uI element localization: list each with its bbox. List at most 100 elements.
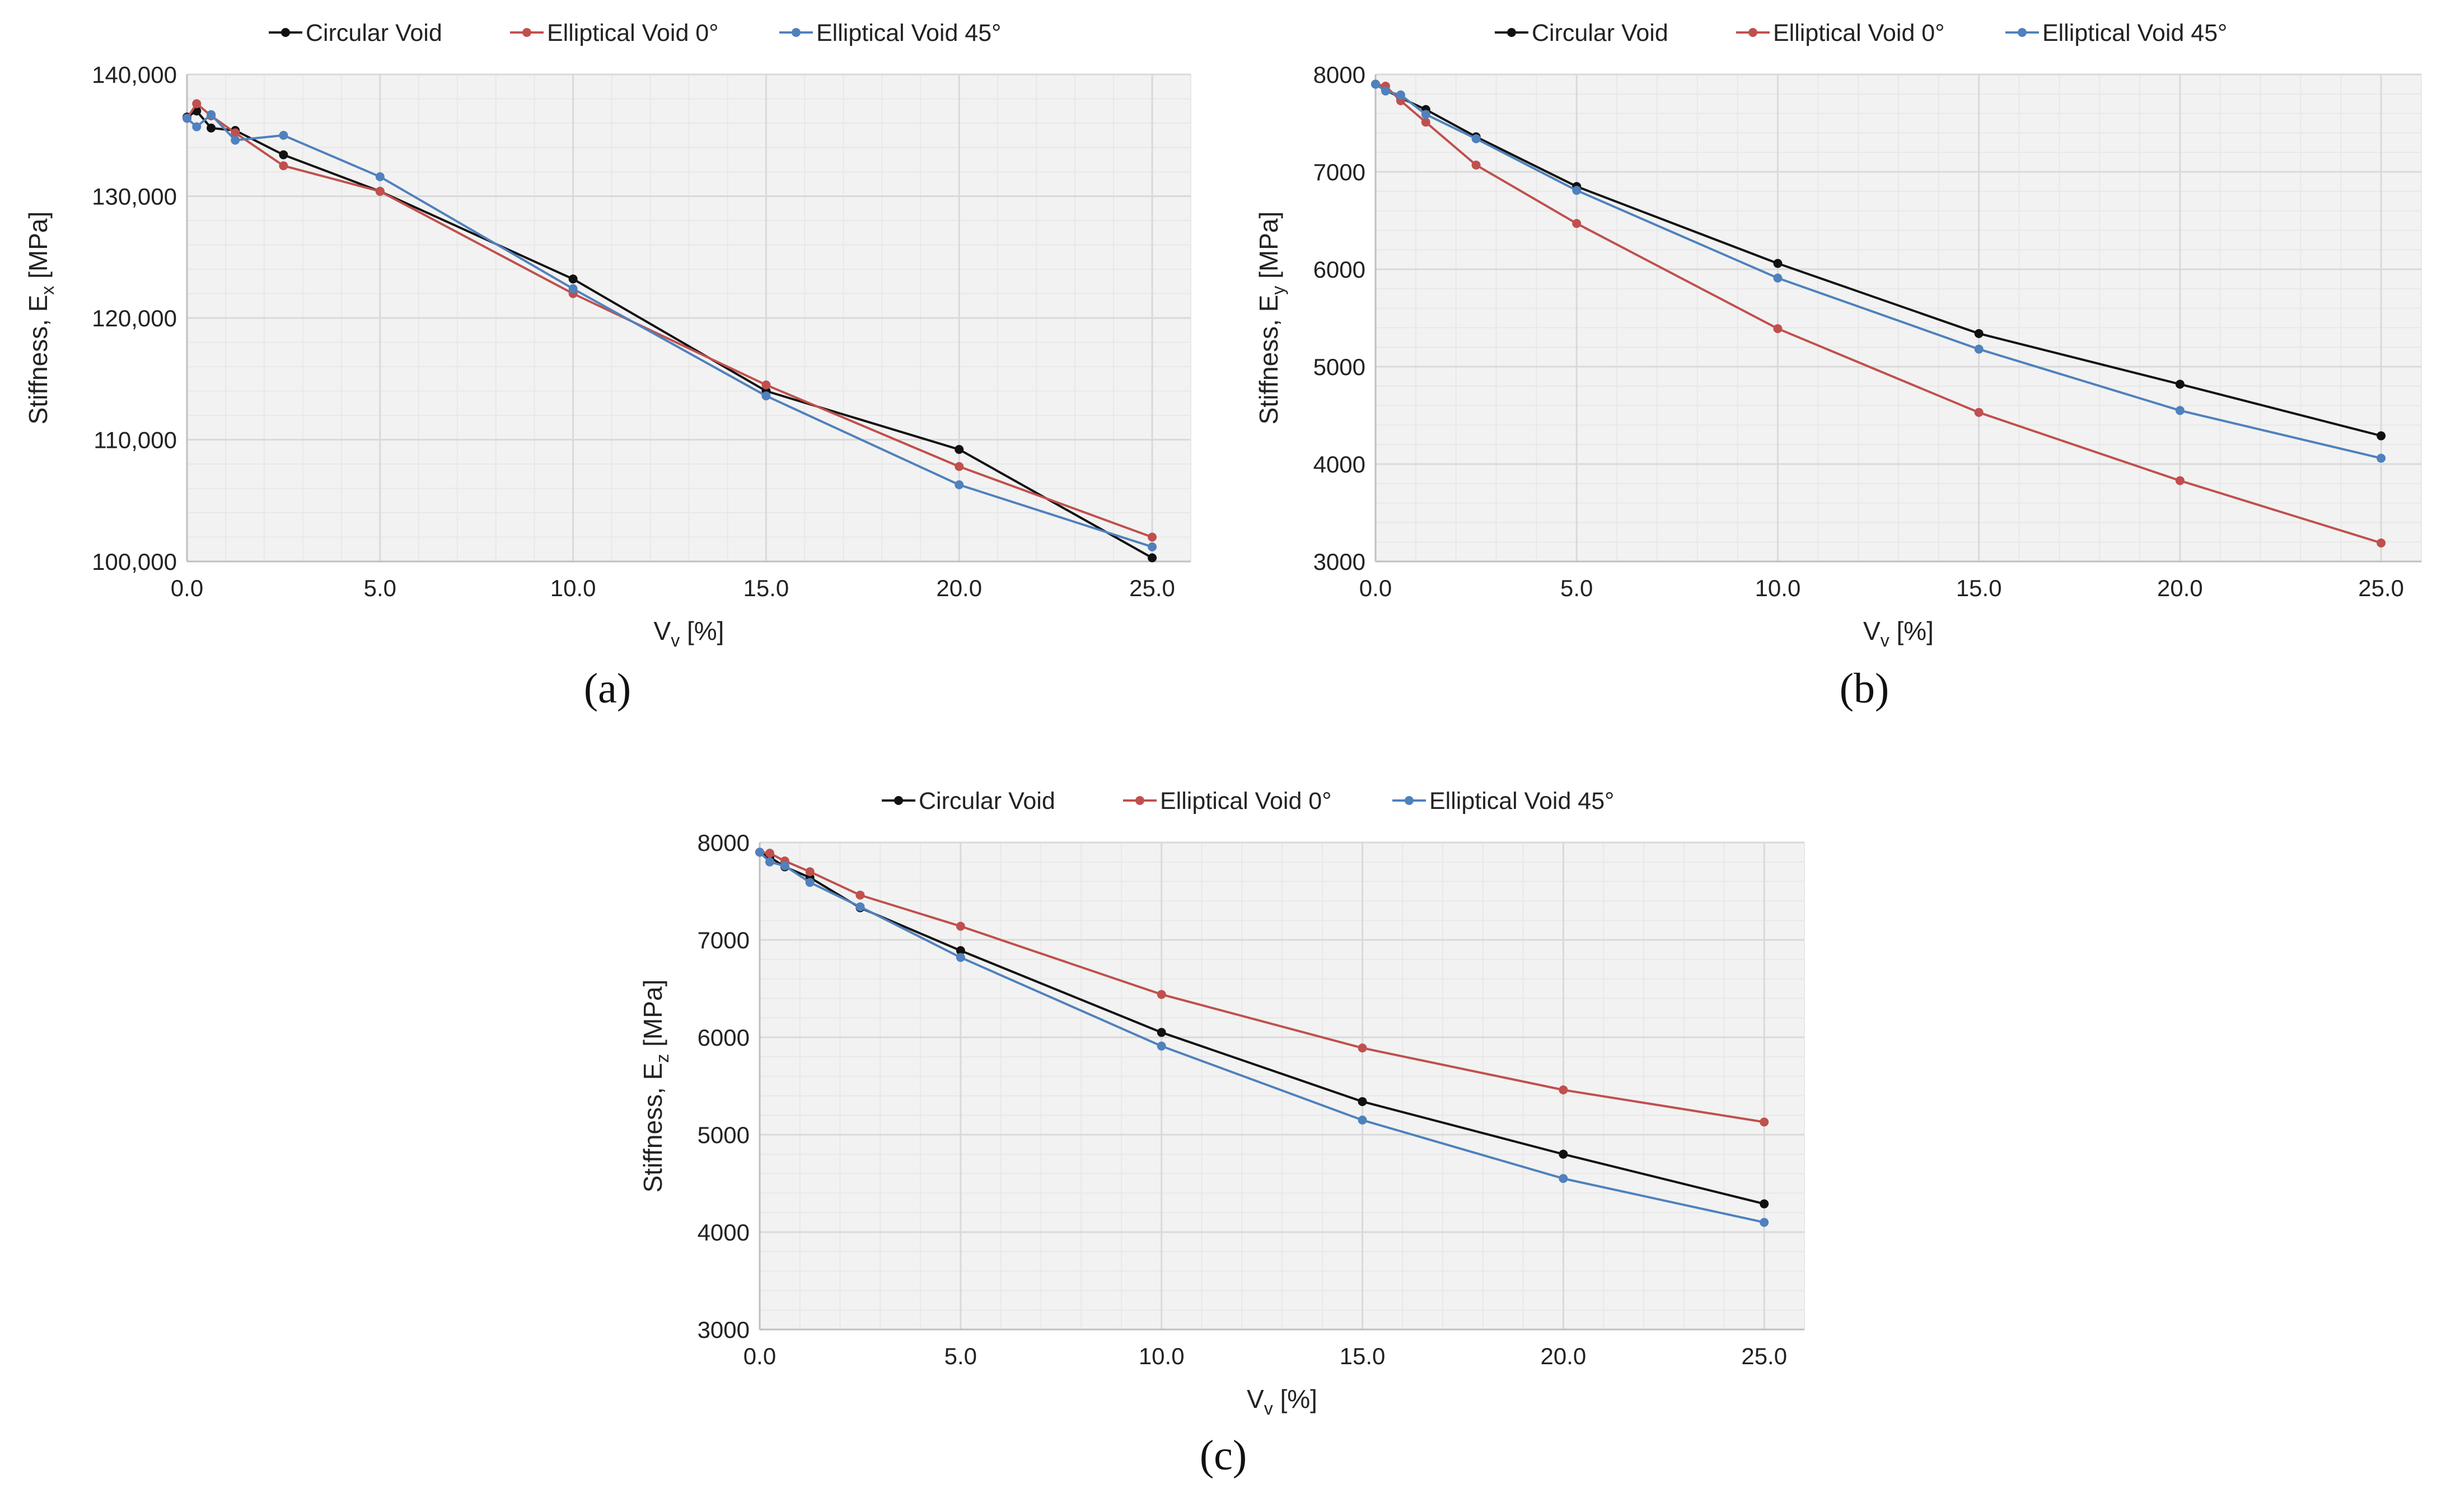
data-point-elliptical-45 [805,878,815,887]
legend-label: Elliptical Void 0° [1160,788,1331,814]
data-point-elliptical-45 [1572,186,1582,195]
x-tick-label: 5.0 [944,1343,977,1369]
y-tick-label: 100,000 [92,549,177,575]
x-tick-label: 15.0 [1340,1343,1386,1369]
data-point-circular [279,150,288,160]
y-tick-label: 8000 [698,830,750,856]
legend-label: Elliptical Void 0° [1773,20,1944,46]
x-axis-title-main: V [1247,1384,1264,1413]
legend-label: Elliptical Void 45° [1429,788,1614,814]
data-point-elliptical-45 [1471,134,1481,143]
legend-marker [792,28,801,37]
y-axis-title-sub: y [1268,286,1288,295]
data-point-elliptical-45 [1148,542,1157,551]
y-tick-label: 120,000 [92,305,177,331]
legend-item: Elliptical Void 0° [1123,788,1331,814]
data-point-elliptical-45 [1371,79,1380,89]
legend-marker [281,28,290,37]
data-point-elliptical-0 [231,128,240,138]
x-axis-title-sub: v [1881,630,1889,650]
data-point-elliptical-0 [1760,1117,1769,1127]
legend-label: Elliptical Void 45° [816,20,1001,46]
x-axis-title-unit: [%] [1273,1384,1317,1413]
data-point-elliptical-0 [765,849,774,858]
chart-a: 0.0 5.0 10.0 15.0 20.0 25.0 100,000 110,000 120,… [24,20,1191,712]
legend-label: Circular Void [919,788,1055,814]
legend-marker [1507,28,1516,37]
data-point-circular [1773,259,1783,268]
series-line-circular [759,851,1765,1205]
data-point-circular [956,946,965,956]
chart-b: 0.0 5.0 10.0 15.0 20.0 25.0 3000 4000 5000 6000 70… [1254,20,2422,712]
chart-caption: (b) [1840,665,1889,712]
data-point-elliptical-45 [1396,90,1405,100]
data-point-elliptical-45 [755,848,764,857]
legend-marker [1405,796,1414,805]
data-point-elliptical-0 [1358,1043,1367,1053]
x-tick-label: 20.0 [936,575,982,601]
data-point-elliptical-45 [761,391,771,401]
data-point-elliptical-0 [1157,990,1166,999]
data-point-elliptical-0 [279,161,288,171]
y-axis-title-main: Stiffness, E [24,295,53,425]
y-tick-label: 3000 [1313,549,1365,575]
y-axis-title-main: Stiffness, E [1254,295,1283,425]
data-point-elliptical-0 [192,99,202,109]
x-tick-label: 20.0 [1541,1343,1587,1369]
data-point-elliptical-0 [2377,538,2386,547]
data-point-circular [1974,329,1984,338]
y-tick-label: 4000 [1313,451,1365,478]
x-tick-label: 15.0 [743,575,789,601]
legend-label: Circular Void [306,20,442,46]
x-tick-label: 20.0 [2157,575,2203,601]
data-point-circular [2175,380,2185,389]
series-line-elliptical-45 [1374,83,2382,460]
x-tick-label: 25.0 [2358,575,2404,601]
y-tick-label: 3000 [698,1317,750,1343]
chart-caption: (a) [584,665,631,712]
data-point-elliptical-45 [1760,1218,1769,1227]
data-point-elliptical-45 [279,130,288,140]
data-point-elliptical-0 [955,462,964,471]
y-tick-label: 8000 [1313,62,1365,88]
data-point-elliptical-45 [765,857,774,867]
y-tick-label: 140,000 [92,62,177,88]
x-tick-label: 0.0 [743,1343,776,1369]
data-point-elliptical-45 [192,122,202,132]
y-tick-label: 6000 [698,1024,750,1051]
series-line-elliptical-45 [186,113,1153,548]
x-axis-title: Vv [%] [1863,616,1934,650]
data-point-elliptical-45 [207,110,216,119]
data-point-elliptical-0 [1773,324,1783,334]
y-axis-title-unit: [MPa] [1254,212,1283,286]
legend-item: Circular Void [1495,20,1668,46]
x-tick-label: 15.0 [1956,575,2002,601]
x-tick-label: 25.0 [1129,575,1175,601]
y-tick-label: 4000 [698,1219,750,1246]
data-point-elliptical-0 [1559,1085,1568,1094]
data-point-elliptical-45 [2175,406,2185,415]
data-point-elliptical-0 [375,186,385,196]
legend-label: Circular Void [1532,20,1668,46]
data-point-elliptical-45 [1421,110,1430,119]
y-tick-label: 5000 [1313,354,1365,380]
y-axis-title: Stiffness, Ex [MPa] [24,212,58,425]
y-axis-title-unit: [MPa] [638,980,667,1054]
legend-item: Elliptical Void 0° [1736,20,1944,46]
x-axis-title-unit: [%] [680,616,724,645]
data-point-elliptical-45 [1381,86,1390,96]
x-tick-label: 25.0 [1741,1343,1787,1369]
y-axis-title-sub: z [652,1054,672,1063]
legend-marker [2018,28,2027,37]
legend-item: Circular Void [882,788,1055,814]
series-line-elliptical-45 [759,851,1765,1224]
data-point-elliptical-0 [1974,408,1984,417]
data-point-elliptical-45 [855,902,865,911]
data-point-elliptical-45 [183,114,191,123]
data-point-circular [1157,1028,1166,1037]
data-point-circular [568,274,578,284]
legend-item: Elliptical Void 45° [2005,20,2227,46]
x-axis-title: Vv [%] [654,616,724,650]
x-tick-label: 10.0 [550,575,596,601]
data-point-elliptical-45 [1157,1041,1166,1051]
